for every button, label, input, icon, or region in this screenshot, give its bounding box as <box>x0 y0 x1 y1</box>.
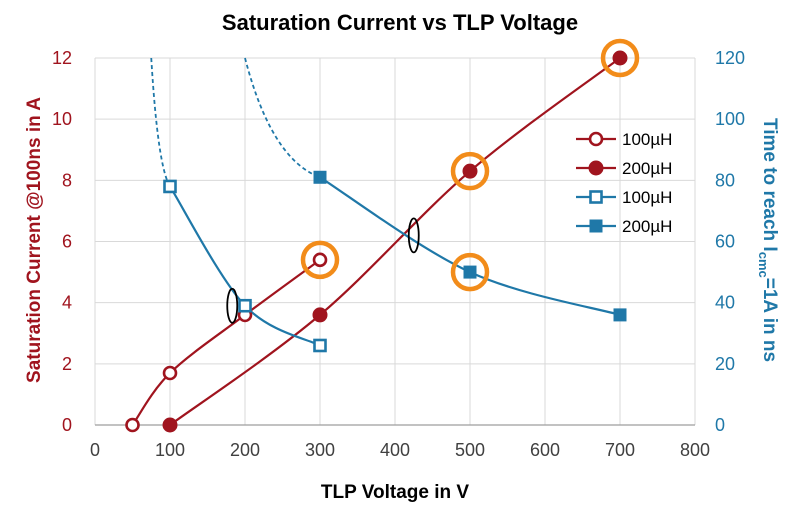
data-point-square-open <box>313 338 327 353</box>
y-right-tick-label: 80 <box>715 170 735 190</box>
data-point-square-filled <box>463 265 477 279</box>
markers <box>125 38 640 433</box>
x-tick-label: 200 <box>230 440 260 460</box>
crossing-ellipse <box>407 217 420 254</box>
legend-label: 200µH <box>622 217 672 236</box>
data-point-square-filled <box>613 308 627 322</box>
series-extrapolation-line <box>150 57 171 187</box>
data-point-square-open <box>238 298 252 313</box>
data-point-circle-open <box>162 365 178 381</box>
y-right-tick-label: 20 <box>715 354 735 374</box>
y-left-tick-label: 2 <box>62 354 72 374</box>
y-axis-right-label-after: =1A in ns <box>759 278 780 362</box>
x-tick-label: 600 <box>530 440 560 460</box>
x-tick-label: 0 <box>90 440 100 460</box>
y-right-tick-label: 100 <box>715 109 745 129</box>
series-line <box>131 258 321 426</box>
data-point-circle-filled <box>588 160 604 176</box>
x-tick-label: 400 <box>380 440 410 460</box>
x-tick-label: 800 <box>680 440 710 460</box>
y-left-tick-label: 0 <box>62 415 72 435</box>
series-line <box>169 57 621 426</box>
y-right-tick-label: 120 <box>715 48 745 68</box>
data-point-circle-filled <box>312 307 328 323</box>
x-tick-label: 700 <box>605 440 635 460</box>
crossing-ellipse <box>226 287 239 324</box>
x-tick-label: 300 <box>305 440 335 460</box>
data-point-circle-filled <box>612 50 628 66</box>
y-right-tick-label: 0 <box>715 415 725 435</box>
series-extrapolation-line <box>244 57 321 179</box>
data-point-circle-filled <box>462 163 478 179</box>
ticks: 0 100 200 300 400 500 600 700 800024681012020406… <box>52 48 745 460</box>
highlight-ring <box>300 240 340 280</box>
data-point-circle-open <box>312 252 328 268</box>
legend-label: 100µH <box>622 188 672 207</box>
x-tick-label: 100 <box>155 440 185 460</box>
y-left-tick-label: 12 <box>52 48 72 68</box>
highlight-ring <box>450 151 490 191</box>
data-point-circle-open <box>125 417 140 433</box>
data-point-square-filled <box>313 170 327 184</box>
y-right-tick-label: 40 <box>715 293 735 313</box>
legend-label: 100µH <box>622 130 672 149</box>
x-tick-label: 500 <box>455 440 485 460</box>
y-left-tick-label: 10 <box>52 109 72 129</box>
y-axis-right-label: Time to reach Icmc=1A in ns <box>756 118 780 362</box>
data-point-circle-open <box>588 131 604 147</box>
y-axis-right-label-before: Time to reach I <box>759 118 780 252</box>
chart-title: Saturation Current vs TLP Voltage <box>222 10 578 35</box>
legend-label: 200µH <box>622 159 672 178</box>
highlight-ring <box>450 252 490 292</box>
data-point-circle-filled <box>162 417 178 433</box>
y-left-tick-label: 6 <box>62 232 72 252</box>
grid <box>94 57 696 426</box>
y-axis-left-label: Saturation Current @100ns in A <box>24 97 45 383</box>
data-point-square-open <box>589 190 603 204</box>
legend: 100µH 200µH 100µH 200µH <box>576 130 672 236</box>
highlight-ring <box>600 38 640 78</box>
data-point-square-filled <box>589 219 603 233</box>
y-left-tick-label: 8 <box>62 170 72 190</box>
x-axis-label: TLP Voltage in V <box>321 482 469 503</box>
data-point-square-open <box>163 179 177 194</box>
y-axis-right-label-subscript: cmc <box>756 252 771 278</box>
y-left-tick-label: 4 <box>62 293 72 313</box>
y-right-tick-label: 60 <box>715 232 735 252</box>
